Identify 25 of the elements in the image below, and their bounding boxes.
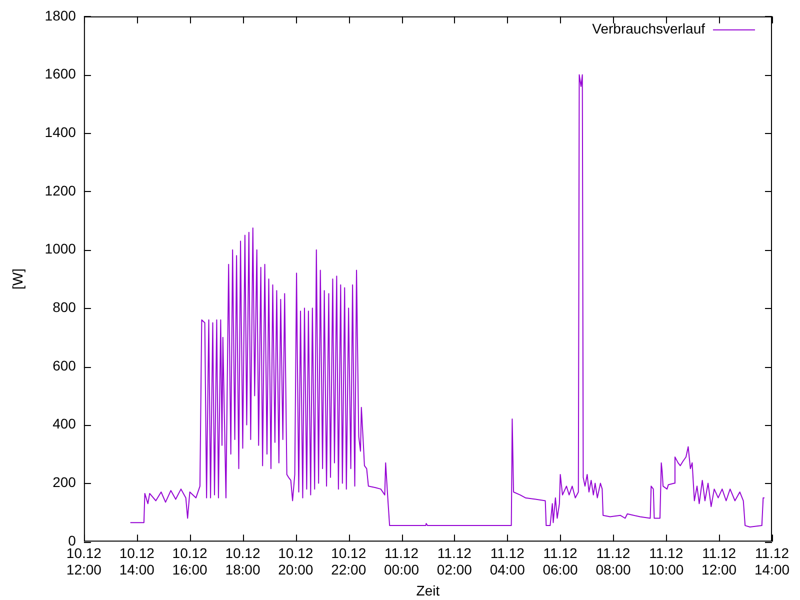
x-tick-label: 11.12 10:00: [648, 544, 684, 578]
x-tick-label: 10.12 14:00: [119, 544, 155, 578]
x-tick-label: 11.12 08:00: [596, 544, 631, 578]
y-tick-label: 400: [52, 416, 76, 432]
x-tick-label: 11.12 02:00: [436, 544, 472, 578]
x-tick-label: 10.12 16:00: [172, 544, 208, 578]
y-tick-label: 1200: [44, 182, 76, 198]
y-tick-label: 200: [52, 474, 76, 490]
y-tick-label: 600: [52, 357, 76, 374]
x-tick-label: 11.12 04:00: [490, 544, 526, 578]
x-tick-label: 11.12 06:00: [542, 544, 578, 578]
y-axis-title: [W]: [9, 268, 26, 290]
x-tick-label: 11.12 00:00: [384, 544, 420, 578]
y-tick-label: 1800: [44, 7, 76, 24]
y-tick-label: 1400: [44, 124, 76, 140]
y-tick-label: 1600: [44, 66, 76, 82]
x-tick-label: 10.12 22:00: [331, 544, 366, 578]
x-axis-title: Zeit: [416, 582, 440, 598]
x-tick-label: 10.12 18:00: [225, 544, 260, 578]
text: Verbrauchsverlauf: [592, 20, 706, 36]
x-tick-label: 11.12 14:00: [754, 544, 790, 578]
x-tick-label: 10.12 20:00: [278, 544, 314, 578]
x-tick-label: 11.12 12:00: [702, 544, 737, 578]
y-tick-label: 1000: [44, 240, 76, 257]
y-tick-label: 800: [52, 299, 76, 316]
